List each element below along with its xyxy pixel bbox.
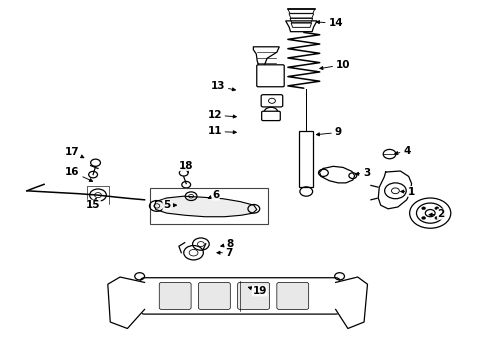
Circle shape xyxy=(422,216,426,219)
Text: 13: 13 xyxy=(211,81,235,91)
FancyBboxPatch shape xyxy=(198,282,230,309)
Text: 16: 16 xyxy=(65,167,93,181)
Polygon shape xyxy=(108,277,145,328)
Text: 1: 1 xyxy=(401,186,415,197)
Text: 9: 9 xyxy=(317,127,342,138)
Text: 5: 5 xyxy=(163,200,176,210)
Text: 3: 3 xyxy=(356,168,370,178)
Text: 19: 19 xyxy=(248,286,267,296)
Polygon shape xyxy=(154,196,257,217)
FancyBboxPatch shape xyxy=(141,278,340,314)
Text: 11: 11 xyxy=(207,126,236,136)
Text: 6: 6 xyxy=(208,190,219,200)
FancyBboxPatch shape xyxy=(299,131,313,187)
FancyBboxPatch shape xyxy=(257,65,284,87)
Text: 17: 17 xyxy=(65,147,84,158)
Text: 8: 8 xyxy=(221,239,234,249)
FancyBboxPatch shape xyxy=(261,95,283,107)
Text: 10: 10 xyxy=(320,60,350,70)
Text: 7: 7 xyxy=(217,248,233,258)
FancyBboxPatch shape xyxy=(238,282,270,309)
Bar xyxy=(150,188,268,224)
Text: 14: 14 xyxy=(317,18,343,28)
FancyBboxPatch shape xyxy=(262,111,280,121)
Circle shape xyxy=(435,216,439,219)
Text: 4: 4 xyxy=(395,146,411,156)
Polygon shape xyxy=(319,166,355,183)
FancyBboxPatch shape xyxy=(159,282,191,309)
FancyBboxPatch shape xyxy=(277,282,309,309)
Circle shape xyxy=(422,207,426,210)
Polygon shape xyxy=(378,171,412,209)
Text: 18: 18 xyxy=(179,161,194,172)
Polygon shape xyxy=(336,277,368,328)
Text: 15: 15 xyxy=(86,198,100,210)
Text: 12: 12 xyxy=(207,110,236,120)
Text: 2: 2 xyxy=(429,209,444,219)
Circle shape xyxy=(435,207,439,210)
